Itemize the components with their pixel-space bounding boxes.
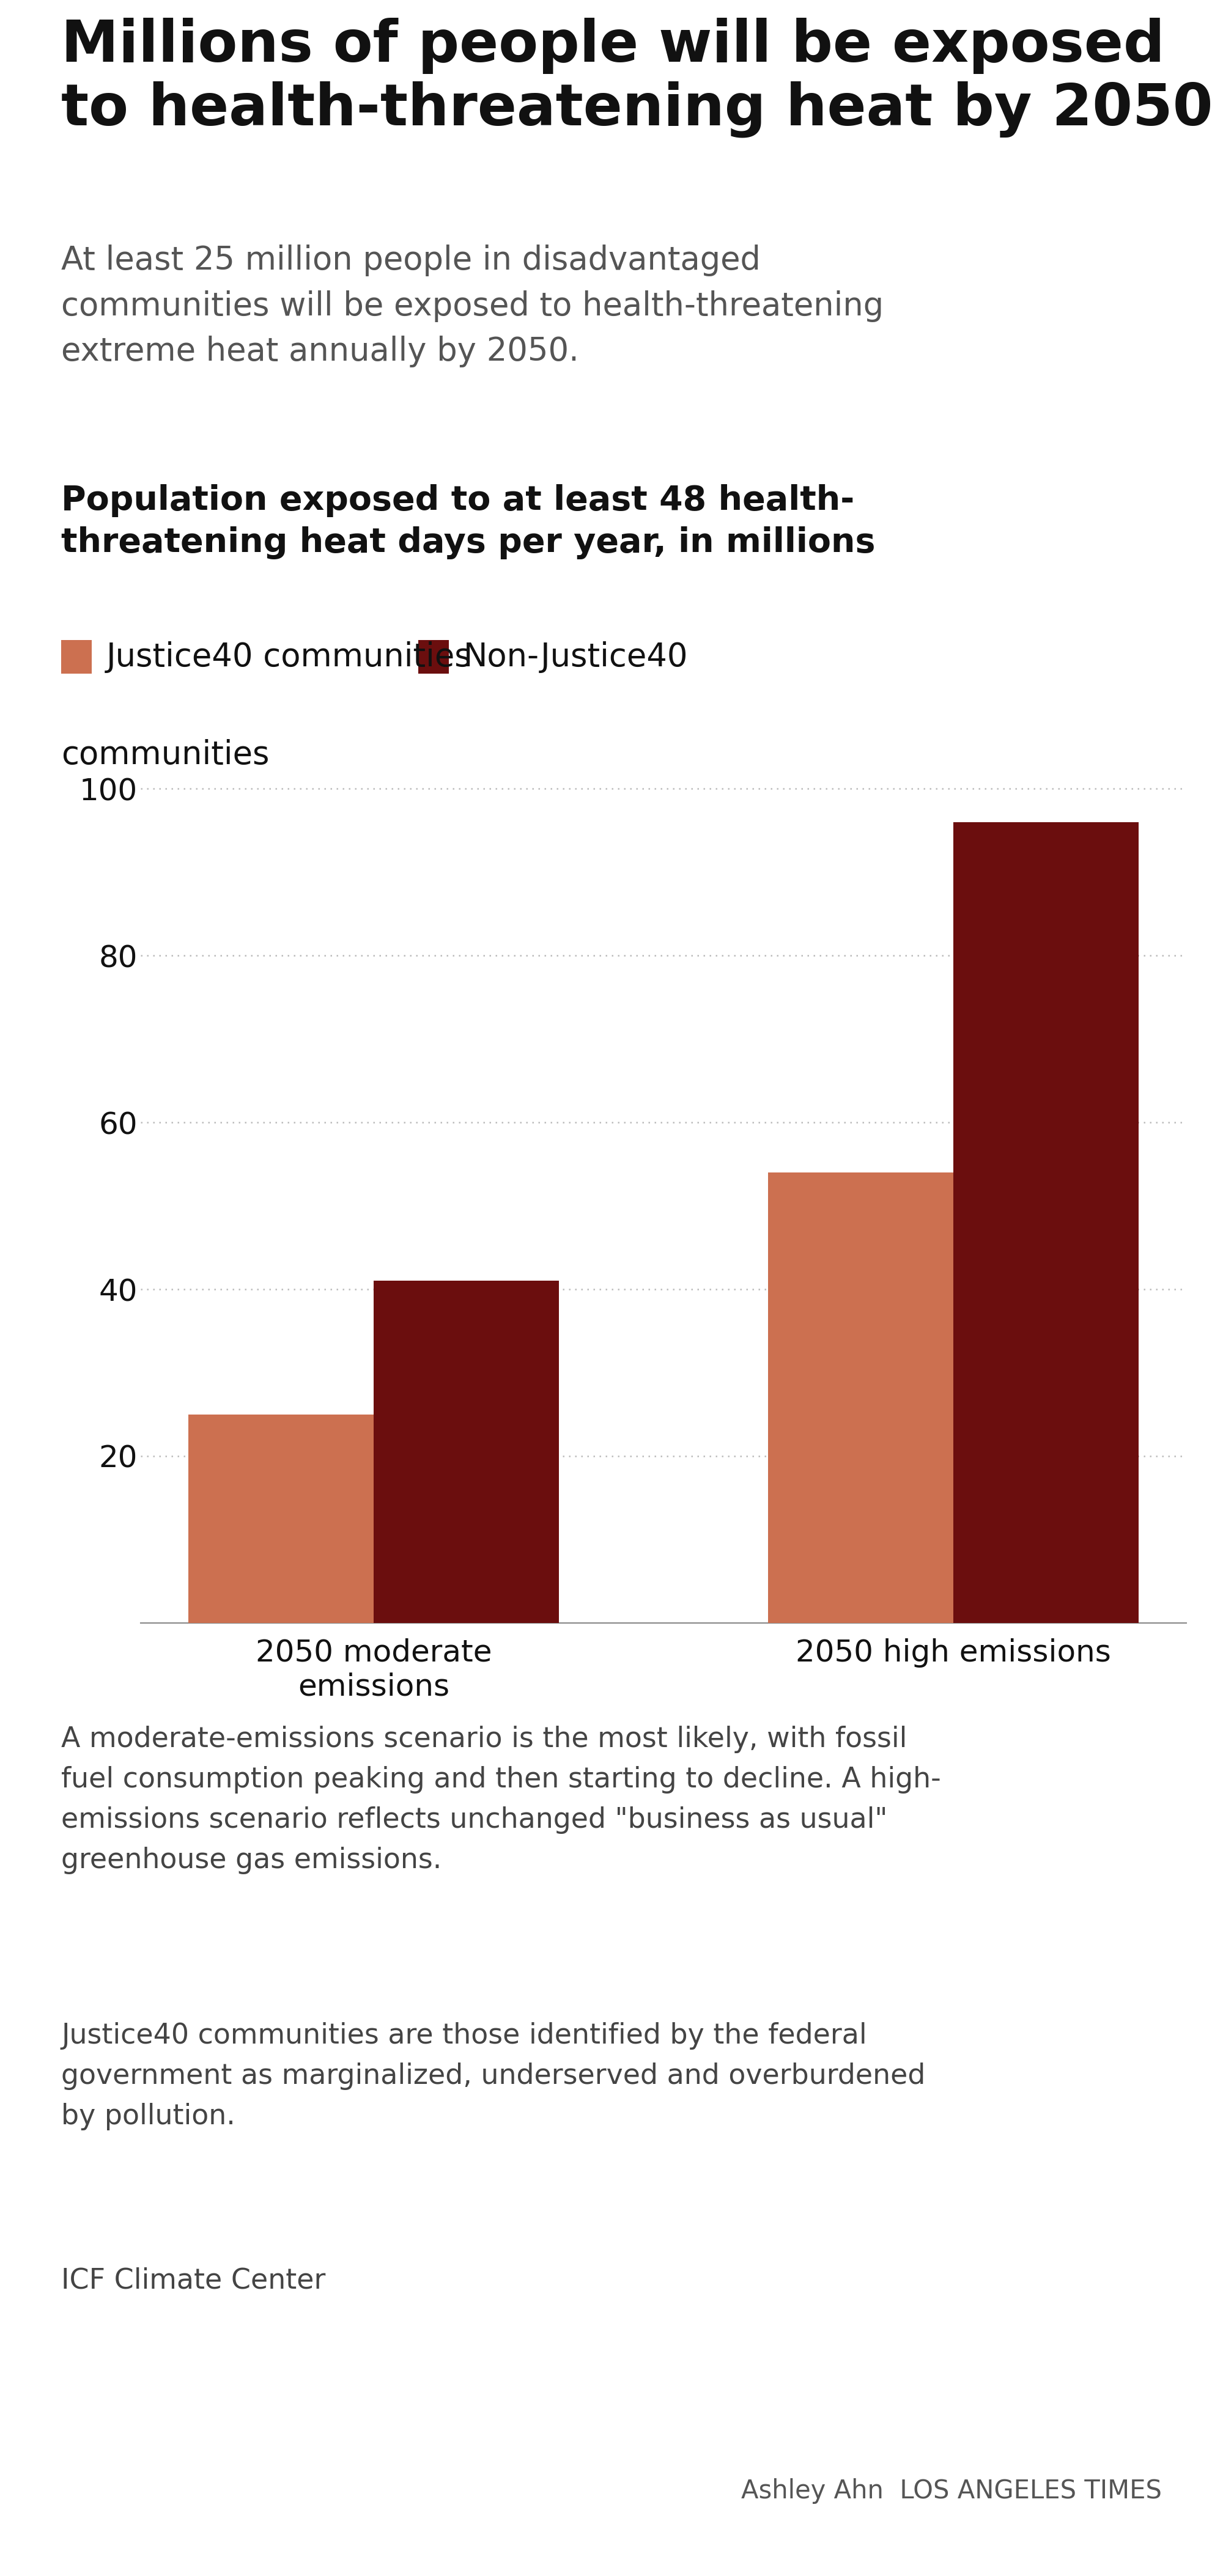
- Bar: [374, 1280, 559, 1623]
- Text: A moderate-emissions scenario is the most likely, with fossil
fuel consumption p: A moderate-emissions scenario is the mos…: [61, 1726, 940, 1875]
- Bar: [953, 822, 1139, 1623]
- Text: Justice40 communities: Justice40 communities: [106, 641, 472, 672]
- Text: Millions of people will be exposed
to health-threatening heat by 2050: Millions of people will be exposed to he…: [61, 18, 1213, 137]
- Text: Population exposed to at least 48 health-
threatening heat days per year, in mil: Population exposed to at least 48 health…: [61, 484, 876, 559]
- Bar: [768, 1172, 953, 1623]
- Text: Non-Justice40: Non-Justice40: [464, 641, 689, 672]
- Text: At least 25 million people in disadvantaged
communities will be exposed to healt: At least 25 million people in disadvanta…: [61, 245, 884, 368]
- Bar: [188, 1414, 374, 1623]
- Text: Justice40 communities are those identified by the federal
government as marginal: Justice40 communities are those identifi…: [61, 2022, 926, 2130]
- Text: Ashley Ahn  LOS ANGELES TIMES: Ashley Ahn LOS ANGELES TIMES: [741, 2478, 1162, 2504]
- Text: communities: communities: [61, 739, 269, 770]
- Text: ICF Climate Center: ICF Climate Center: [61, 2267, 325, 2295]
